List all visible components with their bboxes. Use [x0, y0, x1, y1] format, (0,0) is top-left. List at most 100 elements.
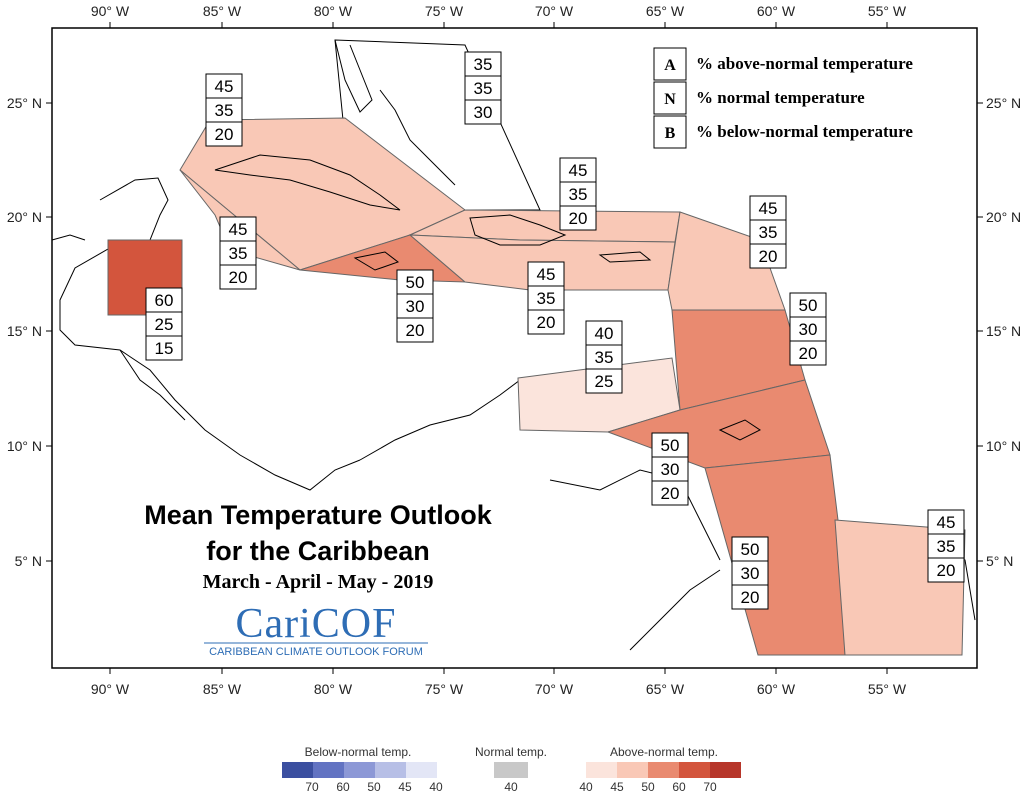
lon-tick-label-bottom: 75° W: [425, 681, 464, 697]
lon-tick-label-bottom: 90° W: [91, 681, 130, 697]
value-box-cell: [585, 320, 623, 346]
jamaica-shape: [353, 251, 400, 271]
lat-tick-label-right: 15° N: [986, 323, 1021, 339]
value-box-cell: [559, 181, 597, 207]
value-box-number: 45: [537, 265, 556, 284]
value-box-number: 20: [937, 561, 956, 580]
value-box-cell: [789, 340, 827, 366]
cuba-shape: [214, 154, 401, 211]
key-text-n: % normal temperature: [696, 88, 865, 107]
key-letter-b: B: [665, 125, 676, 142]
value-box-cell: [585, 344, 623, 370]
value-box-number: 30: [661, 460, 680, 479]
colorbar-below-title: Below-normal temp.: [305, 745, 412, 759]
value-box-cell: [749, 243, 787, 269]
colorbar-above-swatch: [679, 762, 710, 778]
central-america-coast: [59, 177, 361, 491]
value-box-number: 25: [595, 372, 614, 391]
value-box-cuba-south: 45 35 20: [219, 216, 257, 290]
value-box-cell: [527, 285, 565, 311]
value-box-number: 45: [215, 77, 234, 96]
value-box-number: 20: [741, 588, 760, 607]
value-box-number: 30: [799, 320, 818, 339]
key-text-a: % above-normal temperature: [696, 54, 913, 73]
colorbar-below-tick: 40: [429, 780, 443, 791]
value-box-windwards: 50 30 20: [789, 292, 827, 366]
lon-tick-label-bottom: 65° W: [646, 681, 685, 697]
value-box-cuba-west: 45 35 20: [205, 73, 243, 147]
value-box-number: 45: [759, 199, 778, 218]
lon-tick-label-bottom: 70° W: [535, 681, 574, 697]
puerto-rico-shape: [598, 251, 652, 263]
value-box-number: 35: [474, 55, 493, 74]
value-box-cell: [527, 261, 565, 287]
value-box-cell: [749, 195, 787, 221]
lat-tick-label-right: 25° N: [986, 95, 1021, 111]
colorbar-above-tick: 60: [672, 780, 686, 791]
value-box-cell: [527, 309, 565, 335]
lon-tick-label-top: 55° W: [868, 3, 907, 19]
key-legend: A N B % above-normal temperature % norma…: [653, 47, 913, 149]
key-box-n: [653, 81, 687, 115]
value-box-cell: [205, 97, 243, 123]
value-box-jamaica: 50 30 20: [396, 269, 434, 343]
hispaniola-shape: [469, 214, 567, 246]
value-box-cell: [585, 368, 623, 394]
colorbar: Below-normal temp. Normal temp. Above-no…: [282, 745, 741, 791]
lon-tick-label-bottom: 55° W: [868, 681, 907, 697]
colorbar-above-title: Above-normal temp.: [610, 745, 718, 759]
bahamas-chain: [379, 89, 456, 186]
value-box-number: 45: [937, 513, 956, 532]
value-box-northern-leewards: 45 35 20: [749, 195, 787, 269]
value-box-hispaniola-south: 45 35 20: [527, 261, 565, 335]
value-box-cell: [927, 557, 965, 583]
map-period: March - April - May - 2019: [203, 571, 434, 593]
lat-tick-label-left: 25° N: [7, 95, 42, 111]
lat-tick-label-left: 20° N: [7, 209, 42, 225]
value-box-number: 35: [569, 185, 588, 204]
honduras-coast: [119, 349, 186, 421]
value-box-cell: [145, 335, 183, 361]
colorbar-above-swatches: 40 45 50 60 70: [579, 762, 741, 791]
colorbar-below-swatch: [375, 762, 406, 778]
value-box-number: 20: [406, 321, 425, 340]
tick-marks: [46, 22, 983, 674]
value-box-number: 25: [155, 315, 174, 334]
value-box-cell: [396, 293, 434, 319]
value-box-cell: [205, 121, 243, 147]
value-box-number: 20: [661, 484, 680, 503]
value-box-number: 50: [799, 296, 818, 315]
key-letter-n: N: [664, 91, 676, 108]
value-box-number: 35: [937, 537, 956, 556]
value-box-number: 40: [595, 324, 614, 343]
value-box-cell: [464, 99, 502, 125]
logo-text: CariCOF: [235, 601, 396, 647]
colorbar-above-tick: 70: [703, 780, 717, 791]
caricof-logo: CariCOF CARIBBEAN CLIMATE OUTLOOK FORUM: [204, 601, 428, 658]
value-box-number: 50: [406, 273, 425, 292]
value-box-cell: [205, 73, 243, 99]
map-title-line1: Mean Temperature Outlook: [144, 500, 493, 530]
lon-tick-label-top: 60° W: [757, 3, 796, 19]
lon-tick-label-top: 65° W: [646, 3, 685, 19]
lat-tick-label-right: 10° N: [986, 438, 1021, 454]
value-box-number: 20: [229, 268, 248, 287]
value-box-number: 20: [569, 209, 588, 228]
key-letter-a: A: [664, 57, 676, 74]
lat-tick-label-right: 5° N: [986, 553, 1013, 569]
key-text-b: % below-normal temperature: [696, 122, 913, 141]
lat-tick-label-right: 20° N: [986, 209, 1021, 225]
value-box-number: 20: [759, 247, 778, 266]
value-box-number: 35: [537, 289, 556, 308]
value-box-number: 20: [799, 344, 818, 363]
colorbar-normal-title: Normal temp.: [475, 745, 547, 759]
colorbar-above-tick: 40: [579, 780, 593, 791]
value-box-number: 20: [537, 313, 556, 332]
colorbar-above-tick: 50: [641, 780, 655, 791]
value-box-bahamas: 35 35 30: [464, 51, 502, 125]
value-box-number: 35: [215, 101, 234, 120]
value-box-number: 35: [759, 223, 778, 242]
value-box-cell: [749, 219, 787, 245]
colorbar-below-swatch: [344, 762, 375, 778]
